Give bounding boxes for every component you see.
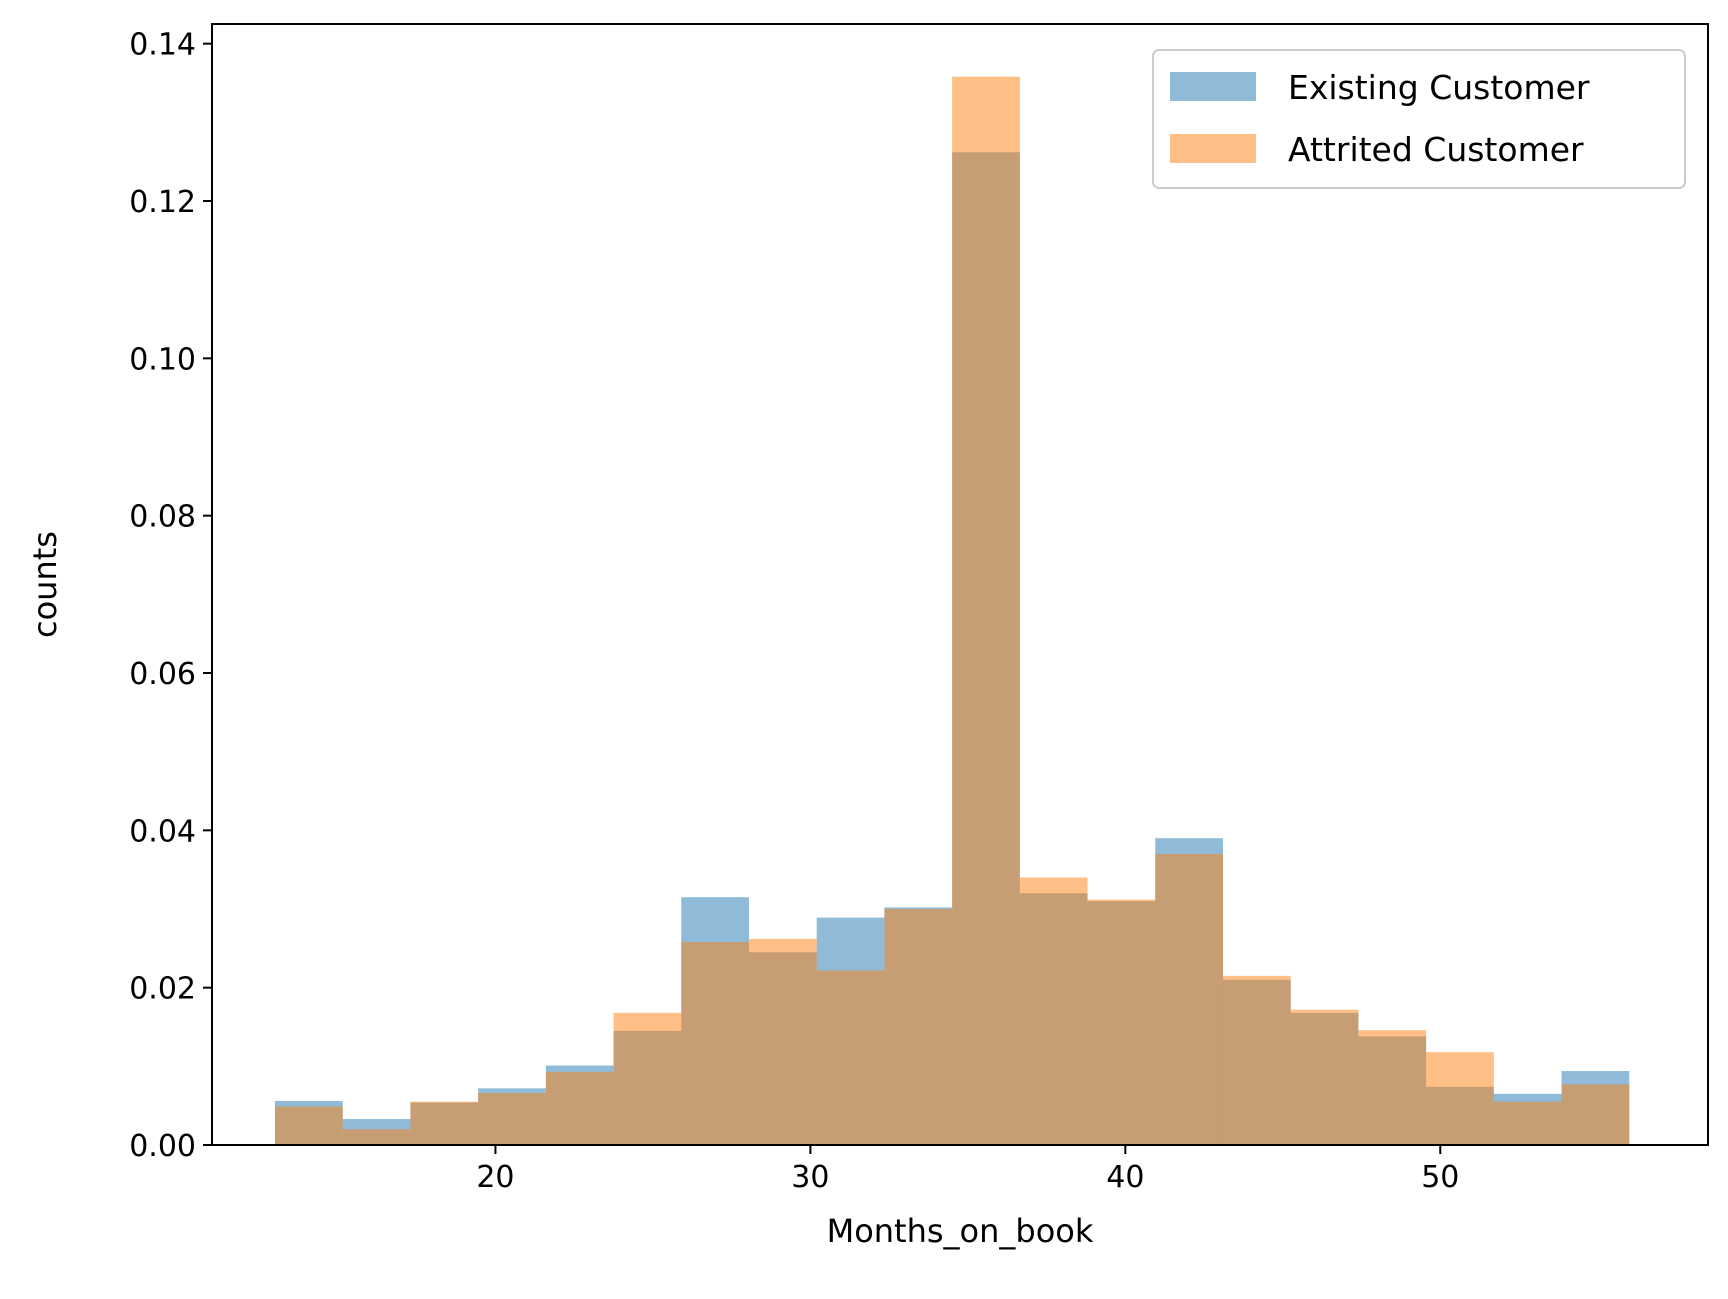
y-tick-label-0.10: 0.10 [129, 342, 196, 377]
legend-label-existing: Existing Customer [1288, 68, 1590, 107]
bar-attrited-10 [952, 76, 1020, 1146]
bar-attrited-9 [884, 909, 953, 1145]
bar-attrited-5 [613, 1012, 682, 1145]
legend-swatch-attrited [1170, 134, 1256, 163]
legend-swatch-existing [1170, 72, 1256, 101]
bar-attrited-0 [274, 1106, 343, 1145]
bar-attrited-18 [1493, 1101, 1562, 1145]
y-tick-label-0.00: 0.00 [129, 1129, 196, 1164]
legend-label-attrited: Attrited Customer [1288, 130, 1584, 169]
bar-attrited-4 [545, 1071, 614, 1145]
x-tick-label-50: 50 [1421, 1160, 1459, 1195]
bar-attrited-17 [1426, 1052, 1494, 1145]
bar-attrited-19 [1561, 1084, 1630, 1145]
x-axis-label: Months_on_book [827, 1212, 1094, 1250]
x-tick-label-40: 40 [1106, 1160, 1144, 1195]
y-axis-label: counts [26, 531, 64, 638]
x-tick-label-30: 30 [791, 1160, 829, 1195]
y-tick-label-0.06: 0.06 [129, 657, 196, 692]
bar-attrited-16 [1358, 1030, 1427, 1145]
bar-attrited-1 [342, 1129, 411, 1145]
legend-box [1152, 49, 1686, 189]
bar-attrited-15 [1290, 1009, 1359, 1145]
y-tick-label-0.02: 0.02 [129, 972, 196, 1007]
bar-attrited-8 [816, 970, 885, 1145]
bar-attrited-11 [1019, 877, 1088, 1145]
y-tick-label-0.14: 0.14 [129, 28, 196, 63]
y-tick-label-0.08: 0.08 [129, 500, 196, 535]
bar-attrited-14 [1222, 975, 1291, 1145]
axes-frame [211, 23, 1709, 1146]
legend: Existing Customer Attrited Customer [1152, 49, 1686, 189]
bar-attrited-2 [410, 1101, 479, 1145]
bar-attrited-12 [1087, 899, 1156, 1145]
y-tick-label-0.12: 0.12 [129, 185, 196, 220]
bar-attrited-3 [478, 1093, 546, 1145]
y-tick-label-0.04: 0.04 [129, 814, 196, 849]
axes-layer: 20 30 40 50 0.00 0.02 0.04 0.06 0.08 0.10 0.12 0.14 [129, 23, 1709, 1195]
x-tick-label-20: 20 [476, 1160, 514, 1195]
bar-attrited-7 [748, 938, 817, 1145]
bars-layer [274, 76, 1630, 1146]
bar-attrited-6 [681, 942, 749, 1145]
bar-attrited-13 [1155, 853, 1223, 1145]
